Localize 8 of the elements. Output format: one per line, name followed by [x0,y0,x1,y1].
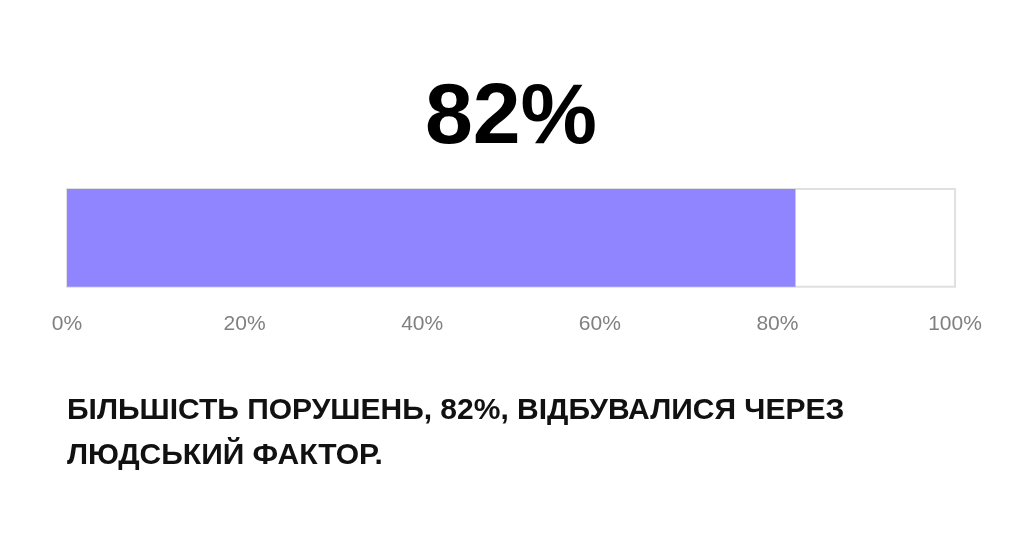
text: БІЛЬШІСТЬ ПОРУШЕНЬ, 82%, ВІДБУВАЛИСЯ ЧЕРЕЗ ЛЮДСЬКИЙ ФАКТОР. [67,391,846,472]
x-tick-label: 60% [578,311,621,335]
data-label: 82% [424,65,598,161]
x-tick-label: 20% [223,311,266,335]
x-tick-label: 100% [928,311,982,335]
x-tick-label: 0% [51,311,83,335]
x-tick-label: 80% [756,311,799,335]
x-tick-label: 40% [401,311,444,335]
